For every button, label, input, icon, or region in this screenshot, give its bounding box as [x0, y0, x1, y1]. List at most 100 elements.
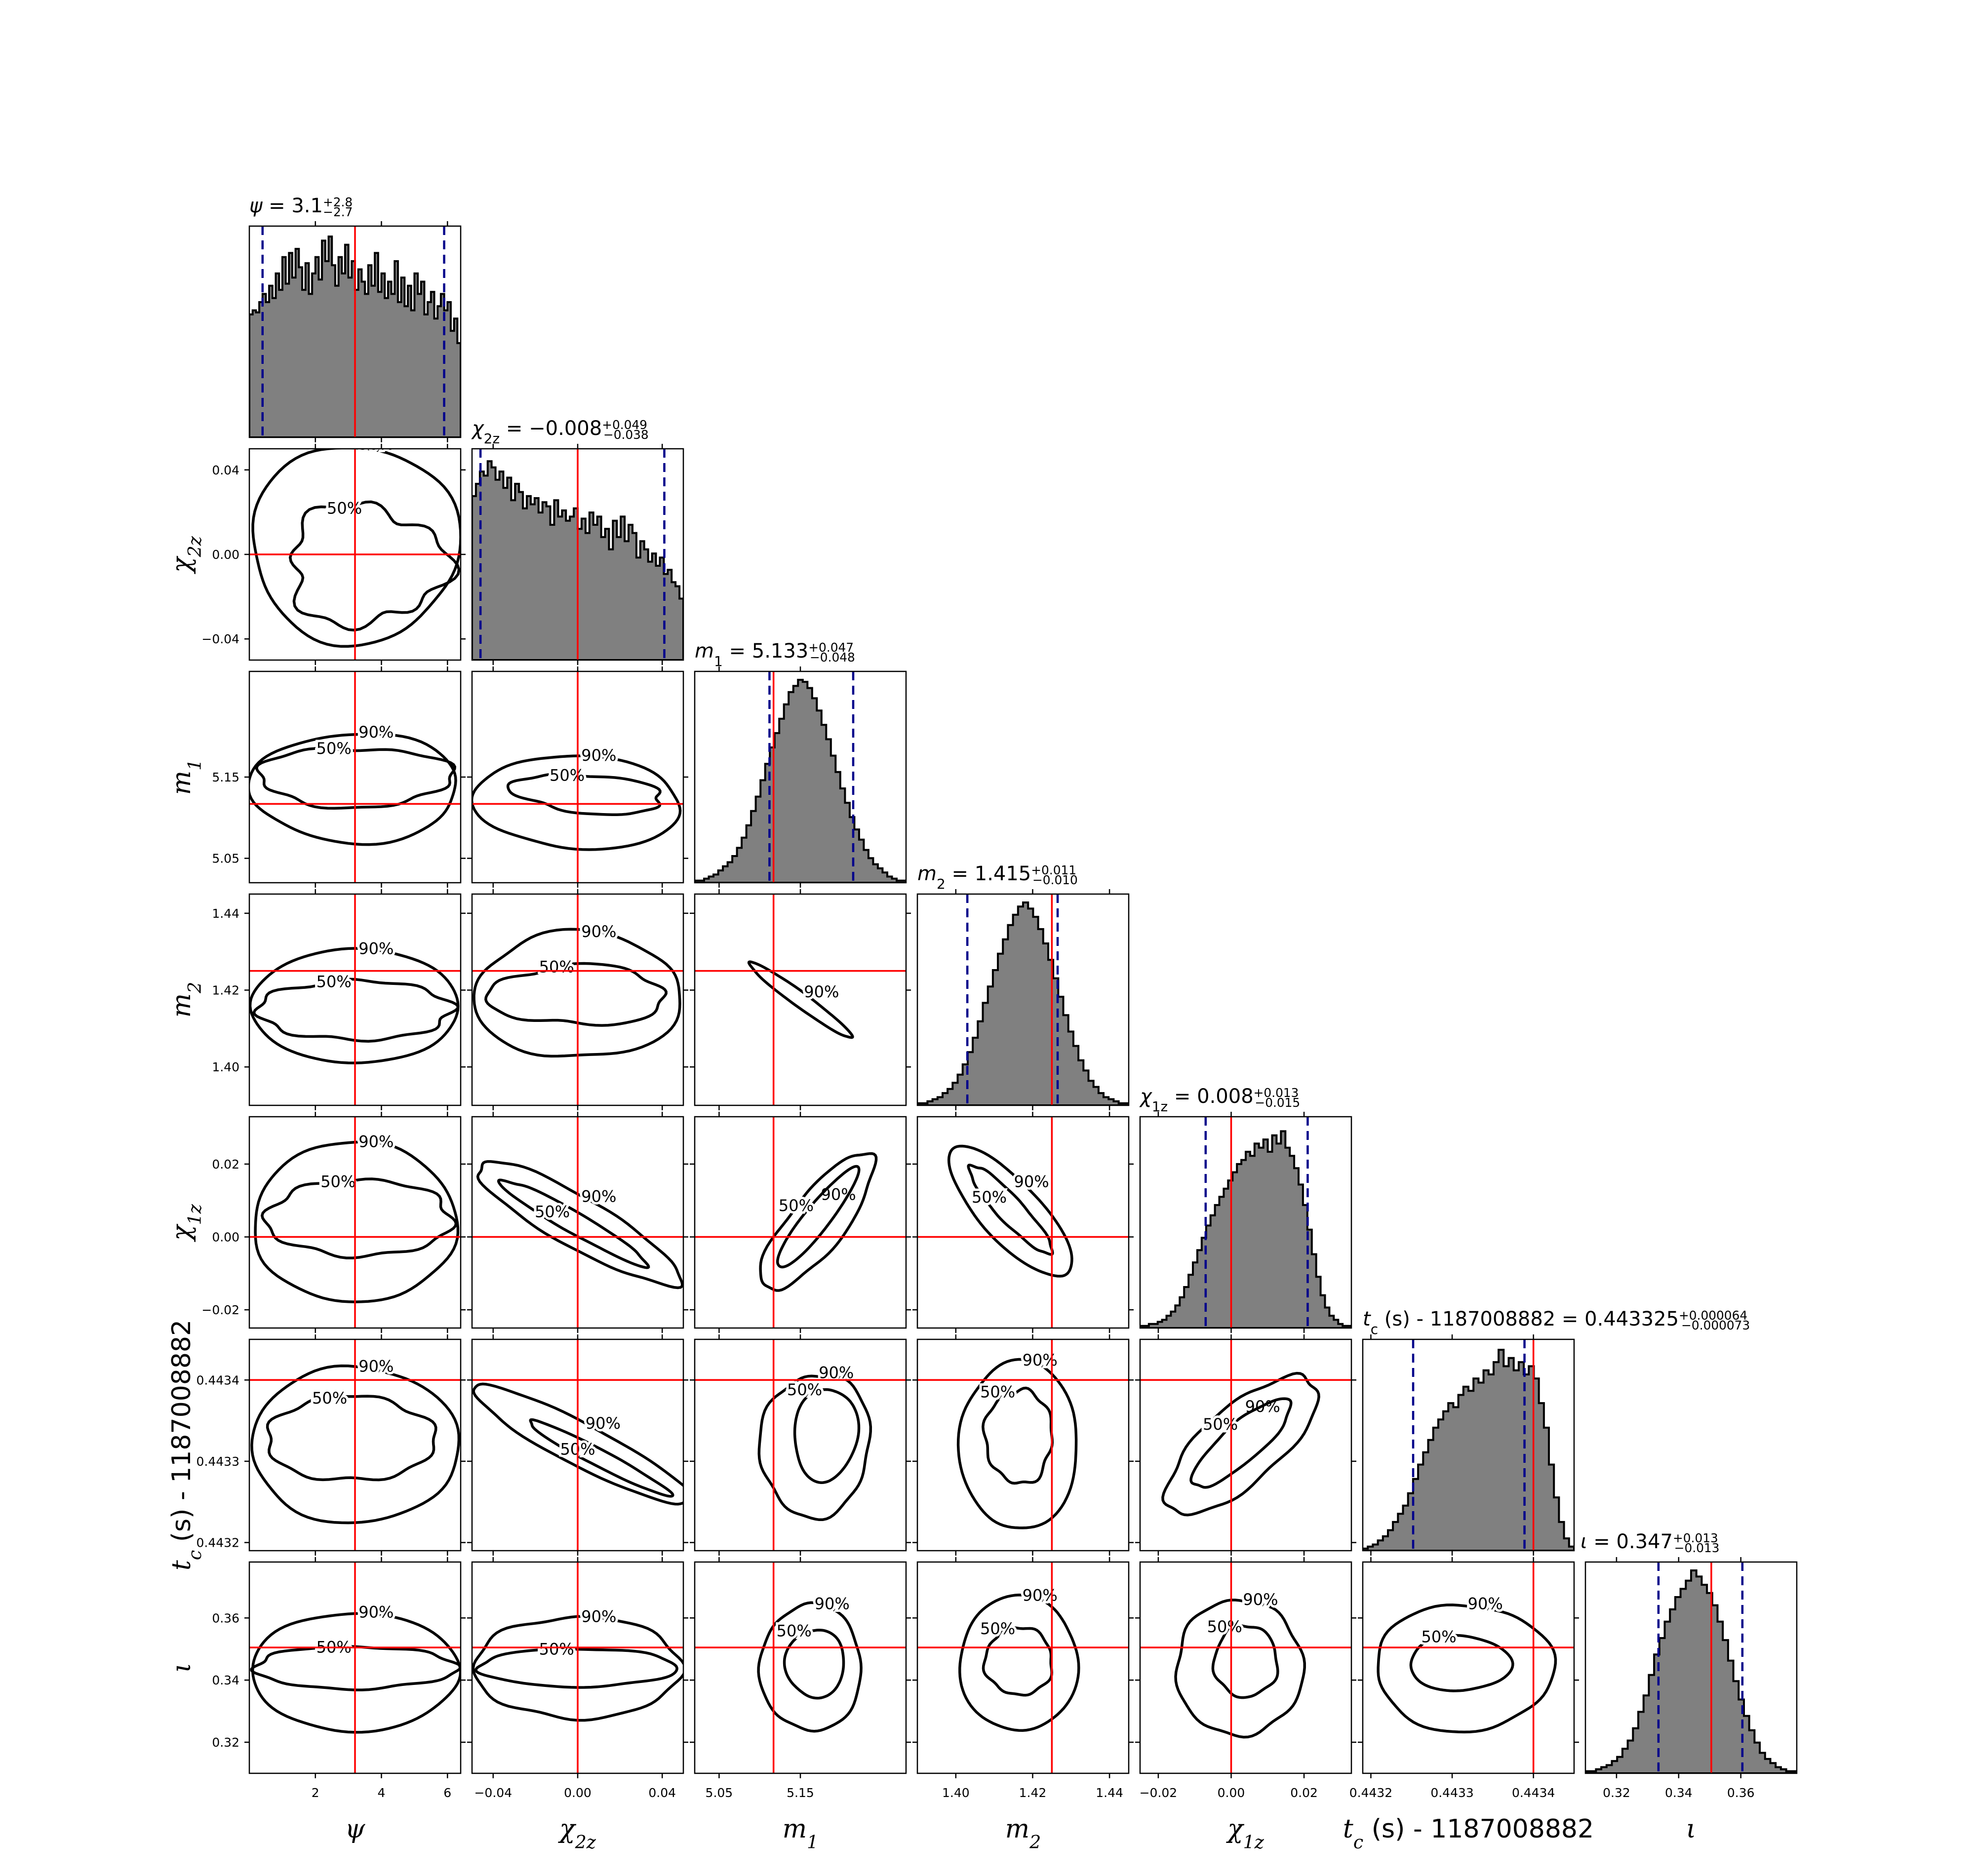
contour-50 [288, 500, 461, 632]
contour-label: 50% [1203, 1415, 1238, 1434]
contour-label: 50% [327, 499, 362, 518]
y-tick-label-chi1z: 0.02 [212, 1157, 239, 1172]
contour-panel-chi1z-m1: 90%50% [690, 1112, 911, 1333]
contour-90 [1174, 1599, 1306, 1739]
title-tc: tc (s) - 1187008882 = 0.443325+0.000064−… [1363, 1308, 1750, 1337]
x-tick-label-psi: 6 [443, 1786, 451, 1800]
contour-panel-m1-psi: 90% 50% 5.05 5.15 [212, 666, 466, 888]
y-tick-label-tc: 0.4433 [197, 1454, 239, 1469]
contour-90 [254, 1140, 460, 1303]
y-tick-label-iota: 0.34 [212, 1673, 239, 1687]
x-tick-label-chi2z: 0.00 [564, 1786, 592, 1800]
x-tick-label-m2: 1.42 [1019, 1786, 1047, 1800]
title-chi2z: χ2z = −0.008+0.049 −0.038 [471, 417, 649, 447]
contour-label: 50% [972, 1188, 1007, 1207]
x-tick-label-chi2z: −0.04 [474, 1786, 512, 1800]
contour-label: 90% [1468, 1595, 1503, 1613]
title-psi: ψ = 3.1+2.8 −2.7 [249, 195, 353, 219]
panel-frame [1139, 1338, 1352, 1552]
contour-90 [1377, 1603, 1557, 1734]
panel-frame [1362, 1561, 1575, 1774]
contour-50 [474, 1647, 678, 1689]
contour-90 [251, 1612, 461, 1734]
y-tick-label-m2: 1.44 [212, 906, 239, 921]
panel-frame [1139, 1116, 1352, 1329]
histogram-bars-tc [1363, 1349, 1574, 1551]
contour-label: 90% [358, 1603, 394, 1622]
x-tick-label-chi1z: 0.00 [1218, 1786, 1245, 1800]
y-tick-label-tc: 0.4434 [197, 1373, 239, 1387]
contour-label: 50% [777, 1621, 812, 1640]
contour-label: 90% [358, 723, 394, 742]
contour-panel-m2-psi: 90% 50% 1.40 1.42 1.44 [212, 889, 466, 1110]
x-tick-label-tc: 0.4433 [1430, 1786, 1473, 1800]
contour-90 [476, 1160, 683, 1290]
contour-panel-tc-m1: 90%50% [690, 1334, 911, 1556]
y-tick-label-chi2z: −0.04 [201, 632, 239, 646]
x-tick-label-chi2z: 0.04 [648, 1786, 676, 1800]
histogram-bars-iota [1585, 1569, 1797, 1773]
contour-label: 50% [980, 1382, 1015, 1401]
contour-panel-iota-psi: 90%50%2 4 60.320.340.36 [212, 1557, 466, 1800]
contour-90 [251, 449, 461, 648]
contour-label: 90% [586, 1414, 621, 1433]
contour-label: 50% [316, 972, 352, 991]
x-tick-label-chi1z: 0.02 [1290, 1786, 1318, 1800]
contour-50 [260, 1177, 458, 1259]
contour-50 [776, 1165, 861, 1269]
title-m2: m2 = 1.415+0.011 −0.010 [917, 862, 1078, 892]
contour-90 [249, 947, 460, 1064]
contour-panel-chi2z-psi: 90%50%−0.040.000.04 [201, 444, 466, 665]
panel-frame [694, 1561, 907, 1774]
histogram-bars-chi1z [1140, 1130, 1351, 1328]
x-axis-label-chi2z: χ2z [557, 1814, 596, 1853]
panel-frame [1362, 1338, 1575, 1552]
contour-label: 90% [1243, 1590, 1278, 1609]
contour-50 [497, 1178, 650, 1269]
y-tick-label-chi1z: −0.02 [201, 1303, 239, 1317]
panel-frame [916, 1561, 1130, 1774]
x-tick-label-psi: 2 [312, 1786, 319, 1800]
x-axis-label-chi1z: χ1z [1225, 1814, 1264, 1853]
y-tick-label-m2: 1.40 [212, 1060, 239, 1074]
contour-50 [982, 1626, 1053, 1697]
contour-label: 90% [581, 1607, 616, 1626]
contour-90 [757, 1601, 863, 1733]
contour-90 [956, 1358, 1078, 1529]
y-axis-label-m1: m1 [167, 759, 205, 795]
x-axis-label-iota: ι [1686, 1814, 1696, 1844]
contour-50 [506, 773, 662, 817]
y-tick-label-chi2z: 0.00 [212, 547, 239, 562]
contour-panel-tc-chi1z: 90%50% [1135, 1334, 1356, 1556]
x-axis-label-m1: m1 [783, 1814, 818, 1853]
panel-frame [248, 225, 462, 438]
contour-90 [249, 733, 457, 846]
contour-90 [472, 1615, 683, 1722]
x-axis-label-tc: tc (s) - 1187008882 [1343, 1814, 1594, 1853]
contour-label: 50% [779, 1196, 814, 1215]
contour-50 [1211, 1624, 1279, 1699]
panel-frame [248, 1338, 462, 1552]
contour-label: 50% [535, 1203, 570, 1221]
y-tick-label-m1: 5.05 [212, 852, 239, 866]
contour-label: 50% [539, 1640, 574, 1658]
histogram-bars-m1 [695, 679, 906, 883]
contour-90 [1161, 1371, 1320, 1517]
contour-label: 90% [581, 922, 616, 941]
panel-frame [248, 893, 462, 1106]
y-tick-label-m1: 5.15 [212, 770, 239, 784]
contour-panel-chi1z-chi2z: 90% 50% [467, 1112, 688, 1333]
x-tick-label-iota: 0.36 [1727, 1786, 1755, 1800]
contour-50 [484, 962, 668, 1027]
contour-50 [250, 1645, 461, 1691]
x-tick-label-m2: 1.44 [1096, 1786, 1123, 1800]
panel-frame [248, 1561, 462, 1774]
contour-label: 90% [358, 1357, 394, 1376]
y-axis-label-chi1z: χ1z [167, 1204, 205, 1243]
title-iota: ι = 0.347+0.013 −0.013 [1580, 1530, 1720, 1555]
y-axis-label-m2: m2 [167, 982, 205, 1017]
x-tick-label-psi: 4 [378, 1786, 386, 1800]
y-axis-label-chi2z: χ2z [167, 536, 205, 575]
x-tick-label-chi1z: −0.02 [1140, 1786, 1178, 1800]
